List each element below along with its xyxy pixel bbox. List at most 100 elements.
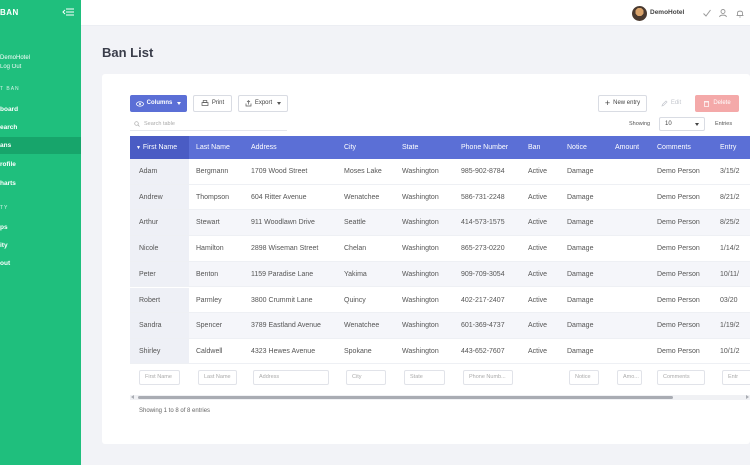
sorted-column-shade bbox=[130, 287, 189, 313]
sidebar-item-bans[interactable]: ans bbox=[0, 137, 81, 154]
check-icon[interactable] bbox=[702, 8, 712, 18]
table-row[interactable]: Andrew Thompson 604 Ritter Avenue Wenatchee… bbox=[130, 184, 750, 211]
cell-ban: Active bbox=[528, 270, 548, 278]
cell-city: Wenatchee bbox=[344, 193, 380, 201]
edit-button[interactable]: Edit bbox=[654, 95, 688, 112]
cell-first-name: Shirley bbox=[139, 347, 161, 355]
filter-comments[interactable]: Comments bbox=[657, 370, 705, 385]
cell-address: 911 Woodlawn Drive bbox=[251, 219, 315, 227]
sidebar-item-security[interactable]: ity bbox=[0, 242, 8, 249]
scroll-left-icon[interactable] bbox=[131, 395, 134, 399]
cell-ban: Active bbox=[528, 245, 548, 253]
cell-first-name: Sandra bbox=[139, 322, 162, 330]
th-first-name[interactable]: ▼ First Name bbox=[130, 136, 189, 159]
search-input[interactable]: Search table bbox=[130, 117, 287, 131]
new-entry-button[interactable]: + New entry bbox=[598, 95, 647, 112]
print-button[interactable]: Print bbox=[193, 95, 232, 112]
table-row[interactable]: Arthur Stewart 911 Woodlawn Drive Seattle Wa… bbox=[130, 210, 750, 236]
sidebar-item-apps[interactable]: ps bbox=[0, 224, 8, 231]
avatar[interactable] bbox=[632, 6, 647, 21]
th-address[interactable]: Address bbox=[251, 144, 277, 151]
th-comments[interactable]: Comments bbox=[657, 144, 691, 151]
brand-logo: BAN bbox=[0, 8, 19, 17]
scrollbar-thumb[interactable] bbox=[138, 396, 673, 399]
sidebar-logout-link[interactable]: Log Out bbox=[0, 64, 22, 70]
filter-row: First Name Last Name Address City State … bbox=[130, 365, 750, 390]
filter-city[interactable]: City bbox=[346, 370, 386, 385]
sorted-column-shade bbox=[130, 184, 189, 210]
cell-ban: Active bbox=[528, 322, 548, 330]
table-row[interactable]: Shirley Caldwell 4323 Hewes Avenue Spokane W… bbox=[130, 338, 750, 365]
export-icon bbox=[245, 100, 252, 107]
filter-last-name[interactable]: Last Name bbox=[198, 370, 237, 385]
cell-phone: 586-731-2248 bbox=[461, 193, 505, 201]
filter-phone[interactable]: Phone Numb... bbox=[463, 370, 513, 385]
cell-last-name: Stewart bbox=[196, 219, 220, 227]
table-row[interactable]: Nicole Hamilton 2898 Wiseman Street Chelan W… bbox=[130, 236, 750, 262]
filter-notice[interactable]: Notice bbox=[569, 370, 599, 385]
cell-city: Quincy bbox=[344, 296, 366, 304]
th-phone[interactable]: Phone Number bbox=[461, 144, 509, 151]
sidebar-item-dashboard[interactable]: board bbox=[0, 106, 19, 113]
sidebar-item-logout[interactable]: out bbox=[0, 260, 11, 267]
scroll-right-icon[interactable] bbox=[746, 395, 749, 399]
sidebar-item-charts[interactable]: harts bbox=[0, 180, 16, 187]
topbar-user-name[interactable]: DemoHotel bbox=[650, 9, 685, 16]
filter-entry[interactable]: Entr bbox=[722, 370, 750, 385]
search-placeholder: Search table bbox=[144, 120, 175, 127]
cell-comments: Demo Person bbox=[657, 296, 700, 304]
th-entry[interactable]: Entry bbox=[720, 144, 737, 151]
cell-state: Washington bbox=[402, 193, 439, 201]
cell-phone: 865-273-0220 bbox=[461, 245, 505, 253]
filter-address[interactable]: Address bbox=[253, 370, 329, 385]
sidebar-item-profile[interactable]: rofile bbox=[0, 161, 16, 168]
th-last-name[interactable]: Last Name bbox=[196, 144, 230, 151]
sorted-column-shade bbox=[130, 210, 189, 235]
cell-comments: Demo Person bbox=[657, 245, 700, 253]
th-ban[interactable]: Ban bbox=[528, 144, 541, 151]
sorted-column-shade bbox=[130, 236, 189, 261]
cell-comments: Demo Person bbox=[657, 347, 700, 355]
users-icon[interactable] bbox=[718, 8, 728, 18]
cell-phone: 414-573-1575 bbox=[461, 219, 505, 227]
cell-entry: 1/14/2 bbox=[720, 245, 740, 253]
table-row[interactable]: Peter Benton 1159 Paradise Lane Yakima Washi… bbox=[130, 261, 750, 288]
columns-label: Columns bbox=[146, 100, 173, 106]
sorted-column-shade bbox=[130, 261, 189, 287]
cell-first-name: Robert bbox=[139, 296, 161, 304]
filter-amount[interactable]: Amo... bbox=[617, 370, 642, 385]
cell-city: Moses Lake bbox=[344, 168, 382, 175]
sorted-column-shade bbox=[130, 159, 189, 184]
ban-list-card: Columns Print Export + New entry Edit De… bbox=[102, 74, 750, 444]
cell-entry: 10/11/ bbox=[720, 270, 739, 278]
print-label: Print bbox=[211, 100, 225, 106]
delete-button[interactable]: Delete bbox=[695, 95, 739, 112]
cell-comments: Demo Person bbox=[657, 270, 700, 278]
cell-phone: 443-652-7607 bbox=[461, 347, 505, 355]
horizontal-scrollbar[interactable] bbox=[130, 395, 750, 400]
table-row[interactable]: Robert Parmley 3800 Crummit Lane Quincy Wash… bbox=[130, 287, 750, 314]
filter-first-name[interactable]: First Name bbox=[139, 370, 180, 385]
search-icon bbox=[134, 120, 140, 127]
table-row[interactable]: Sandra Spencer 3789 Eastland Avenue Wenatch… bbox=[130, 313, 750, 339]
cell-city: Wenatchee bbox=[344, 322, 380, 330]
cell-state: Washington bbox=[402, 322, 439, 330]
th-amount[interactable]: Amount bbox=[615, 144, 640, 151]
columns-button[interactable]: Columns bbox=[130, 95, 187, 112]
bell-icon[interactable] bbox=[735, 8, 745, 18]
cell-notice: Damage bbox=[567, 168, 594, 175]
th-notice[interactable]: Notice bbox=[567, 144, 587, 151]
cell-entry: 1/19/2 bbox=[720, 322, 740, 330]
th-state[interactable]: State bbox=[402, 144, 419, 151]
showing-label: Showing bbox=[629, 121, 651, 127]
export-button[interactable]: Export bbox=[238, 95, 288, 112]
cell-phone: 909-709-3054 bbox=[461, 270, 505, 278]
sidebar-item-search[interactable]: earch bbox=[0, 124, 18, 131]
entries-per-page-select[interactable]: 10 bbox=[659, 117, 705, 131]
filter-state[interactable]: State bbox=[404, 370, 445, 385]
sidebar-toggle-icon[interactable] bbox=[62, 7, 74, 17]
table-row[interactable]: Adam Bergmann 1709 Wood Street Moses Lake Wa… bbox=[130, 159, 750, 185]
th-city[interactable]: City bbox=[344, 144, 357, 151]
export-label: Export bbox=[254, 100, 273, 106]
trash-icon bbox=[704, 101, 710, 107]
